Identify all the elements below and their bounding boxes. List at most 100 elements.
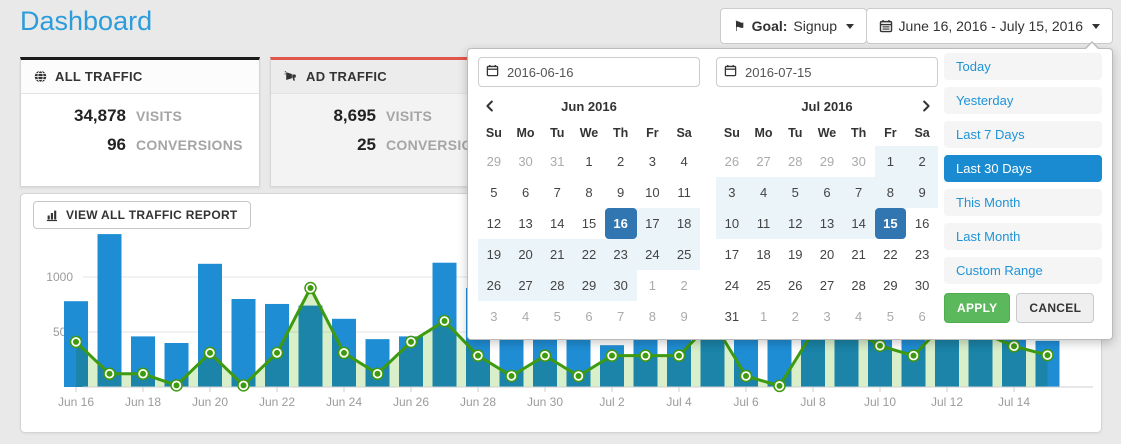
day-cell[interactable]: 28 [541,270,574,301]
day-cell[interactable]: 30 [851,154,866,169]
day-cell[interactable]: 29 [486,154,502,169]
day-cell[interactable]: 4 [521,309,530,324]
day-cell[interactable]: 30 [518,154,533,169]
day-cell[interactable]: 5 [553,309,561,324]
day-cell[interactable]: 25 [756,278,771,293]
day-cell[interactable]: 1 [759,309,768,324]
day-cell[interactable]: 29 [819,154,835,169]
day-cell[interactable]: 2 [617,154,625,169]
range-option-last-7-days[interactable]: Last 7 Days [944,121,1102,148]
day-cell[interactable]: 8 [585,185,593,200]
day-cell[interactable]: 23 [914,247,930,262]
range-option-today[interactable]: Today [944,53,1102,80]
day-cell[interactable]: 6 [811,177,843,208]
next-month-icon[interactable] [914,100,938,112]
day-cell[interactable]: 11 [677,185,691,200]
day-cell[interactable]: 3 [490,309,498,324]
day-cell[interactable]: 3 [648,154,656,169]
day-cell[interactable]: 12 [779,208,812,239]
day-cell[interactable]: 4 [680,154,688,169]
day-cell[interactable]: 8 [874,177,907,208]
day-cell[interactable]: 7 [553,185,561,200]
day-cell[interactable]: 23 [604,239,637,270]
day-cell[interactable]: 9 [680,309,688,324]
day-cell[interactable]: 4 [855,309,863,324]
range-option-custom-range[interactable]: Custom Range [944,257,1102,284]
day-cell[interactable]: 13 [811,208,843,239]
day-cell[interactable]: 6 [585,309,593,324]
day-cell[interactable]: 30 [604,270,637,301]
apply-button[interactable]: APPLY [944,293,1011,323]
day-cell[interactable]: 26 [478,270,510,301]
day-cell[interactable]: 1 [648,278,656,293]
range-option-last-30-days[interactable]: Last 30 Days [944,155,1102,182]
day-cell[interactable]: 31 [724,309,740,324]
day-cell[interactable]: 16 [604,208,637,239]
day-cell[interactable]: 2 [680,278,688,293]
day-cell[interactable]: 26 [788,278,803,293]
day-cell[interactable]: 5 [490,185,498,200]
day-cell[interactable]: 22 [573,239,605,270]
day-cell[interactable]: 16 [914,216,930,231]
day-cell[interactable]: 21 [541,239,574,270]
day-cell[interactable]: 7 [617,309,625,324]
start-date-input[interactable] [478,57,700,87]
day-cell[interactable]: 26 [724,154,740,169]
day-cell[interactable]: 28 [851,278,866,293]
day-cell[interactable]: 24 [724,278,740,293]
day-cell[interactable]: 11 [747,208,780,239]
day-cell[interactable]: 18 [756,247,771,262]
prev-month-icon[interactable] [478,100,502,112]
day-cell[interactable]: 12 [486,216,502,231]
day-cell[interactable]: 17 [724,247,740,262]
day-cell[interactable]: 1 [585,154,593,169]
day-cell[interactable]: 3 [823,309,831,324]
day-cell[interactable]: 5 [779,177,812,208]
range-option-yesterday[interactable]: Yesterday [944,87,1102,114]
day-cell[interactable]: 4 [747,177,780,208]
day-cell[interactable]: 29 [883,278,898,293]
card-all-traffic[interactable]: ALL TRAFFIC 34,878 VISITS 96 CONVERSIONS [20,57,260,187]
date-range-button[interactable]: June 16, 2016 - July 15, 2016 [865,8,1113,44]
day-cell[interactable]: 31 [550,154,565,169]
day-cell[interactable]: 3 [716,177,748,208]
day-cell[interactable]: 29 [573,270,605,301]
day-cell[interactable]: 24 [636,239,669,270]
day-cell[interactable]: 10 [645,185,660,200]
day-cell[interactable]: 18 [668,208,700,239]
day-cell[interactable]: 10 [716,208,748,239]
day-cell[interactable]: 2 [791,309,799,324]
day-cell[interactable]: 1 [874,146,907,177]
cancel-button[interactable]: CANCEL [1016,293,1095,323]
day-cell[interactable]: 21 [851,247,866,262]
day-cell[interactable]: 14 [842,208,875,239]
day-cell[interactable]: 15 [874,208,907,239]
day-cell[interactable]: 20 [509,239,542,270]
range-option-this-month[interactable]: This Month [944,189,1102,216]
day-cell[interactable]: 14 [550,216,565,231]
day-cell[interactable]: 5 [886,309,894,324]
day-cell[interactable]: 17 [636,208,669,239]
day-cell[interactable]: 6 [521,185,530,200]
day-cell[interactable]: 6 [918,309,926,324]
day-cell[interactable]: 27 [756,154,771,169]
day-cell[interactable]: 30 [914,278,930,293]
day-cell[interactable]: 27 [819,278,835,293]
view-all-traffic-report-button[interactable]: VIEW ALL TRAFFIC REPORT [33,201,251,229]
day-cell[interactable]: 28 [788,154,803,169]
day-cell[interactable]: 7 [842,177,875,208]
range-option-last-month[interactable]: Last Month [944,223,1102,250]
day-cell[interactable]: 9 [617,185,625,200]
goal-selector-button[interactable]: ⚑ Goal: Signup [720,8,867,44]
day-cell[interactable]: 15 [581,216,597,231]
day-cell[interactable]: 13 [518,216,533,231]
day-cell[interactable]: 27 [509,270,542,301]
end-date-input[interactable] [716,57,938,87]
day-cell[interactable]: 25 [668,239,700,270]
day-cell[interactable]: 2 [906,146,938,177]
day-cell[interactable]: 19 [788,247,803,262]
day-cell[interactable]: 19 [478,239,510,270]
day-cell[interactable]: 20 [819,247,835,262]
day-cell[interactable]: 22 [883,247,898,262]
day-cell[interactable]: 8 [648,309,656,324]
